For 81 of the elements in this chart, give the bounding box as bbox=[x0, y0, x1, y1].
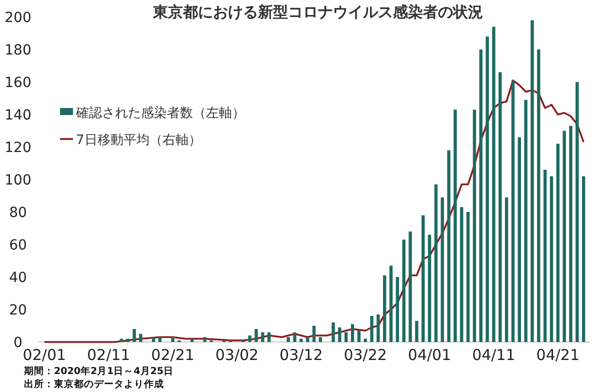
text: 期間：2020年2月1日～4月25日 bbox=[23, 365, 174, 377]
bar bbox=[158, 337, 162, 342]
bar bbox=[364, 338, 367, 342]
y-tick-label: 40 bbox=[9, 270, 27, 286]
bar bbox=[434, 184, 438, 342]
text: 出所：東京都のデータより作成 bbox=[24, 378, 164, 390]
bar bbox=[139, 334, 142, 342]
bar bbox=[562, 130, 566, 342]
x-tick-label: 02/01 bbox=[22, 346, 66, 364]
bar bbox=[293, 332, 296, 342]
y-tick-label: 0 bbox=[14, 335, 22, 351]
legend-label: 確認された感染者数（左軸） bbox=[75, 106, 245, 121]
y-tick-label: 160 bbox=[4, 75, 32, 91]
bar bbox=[498, 72, 502, 342]
bar bbox=[543, 170, 547, 342]
bar bbox=[422, 215, 425, 342]
bar bbox=[357, 330, 361, 342]
bar bbox=[171, 337, 174, 342]
x-tick-label: 04/11 bbox=[472, 346, 516, 364]
legend-label: 7日移動平均（右軸） bbox=[76, 133, 202, 148]
bar bbox=[370, 316, 374, 342]
bar bbox=[472, 110, 476, 342]
bar bbox=[550, 176, 554, 342]
y-tick-label: 60 bbox=[9, 238, 27, 254]
x-tick-label: 02/11 bbox=[86, 346, 130, 364]
bar bbox=[267, 332, 271, 342]
bar bbox=[518, 137, 521, 342]
bar bbox=[504, 197, 508, 342]
y-tick-label: 120 bbox=[4, 140, 32, 156]
y-tick-label: 140 bbox=[4, 108, 32, 124]
bar bbox=[460, 207, 464, 342]
bar bbox=[530, 20, 534, 342]
bar bbox=[576, 82, 579, 342]
x-tick-label: 02/21 bbox=[151, 346, 194, 364]
bar bbox=[537, 50, 540, 342]
bar bbox=[511, 80, 515, 342]
y-tick-label: 100 bbox=[4, 172, 32, 188]
bar bbox=[248, 336, 252, 342]
x-tick-label: 03/12 bbox=[280, 346, 323, 364]
x-tick-label: 03/02 bbox=[215, 346, 259, 364]
bar bbox=[203, 337, 206, 342]
bar bbox=[312, 326, 316, 342]
bar bbox=[582, 176, 586, 342]
bar bbox=[486, 36, 489, 342]
bar bbox=[428, 234, 432, 342]
bar bbox=[440, 197, 444, 342]
bar bbox=[300, 338, 303, 342]
bar bbox=[332, 322, 335, 342]
bar bbox=[479, 50, 482, 342]
bar bbox=[306, 337, 310, 342]
bar bbox=[447, 150, 450, 342]
bar bbox=[396, 277, 400, 342]
chart-title: 東京都における新型コロナウイルス感染者の状況 bbox=[152, 3, 483, 21]
bar bbox=[466, 212, 470, 342]
y-tick-label: 20 bbox=[9, 302, 27, 318]
bar bbox=[254, 329, 258, 342]
x-tick-label: 03/22 bbox=[344, 346, 387, 364]
bar bbox=[389, 266, 393, 342]
bar bbox=[569, 126, 572, 342]
bar bbox=[454, 110, 457, 342]
bar bbox=[261, 332, 264, 342]
bar bbox=[350, 324, 354, 342]
y-tick-label: 80 bbox=[9, 205, 27, 221]
y-tick-label: 200 bbox=[4, 10, 32, 26]
bar bbox=[492, 26, 496, 342]
x-tick-label: 04/01 bbox=[408, 346, 452, 364]
bar bbox=[286, 337, 290, 342]
bar bbox=[524, 100, 528, 342]
bar bbox=[376, 314, 380, 342]
bar bbox=[338, 327, 342, 342]
y-tick-label: 180 bbox=[4, 42, 32, 58]
x-tick-label: 04/21 bbox=[536, 346, 580, 364]
bar bbox=[344, 332, 348, 342]
bar bbox=[402, 240, 406, 342]
bar bbox=[408, 232, 412, 342]
bar bbox=[383, 275, 386, 342]
bar bbox=[318, 337, 322, 342]
bar bbox=[132, 329, 136, 342]
bar bbox=[152, 337, 156, 342]
bar bbox=[415, 320, 418, 342]
bar bbox=[556, 144, 560, 342]
